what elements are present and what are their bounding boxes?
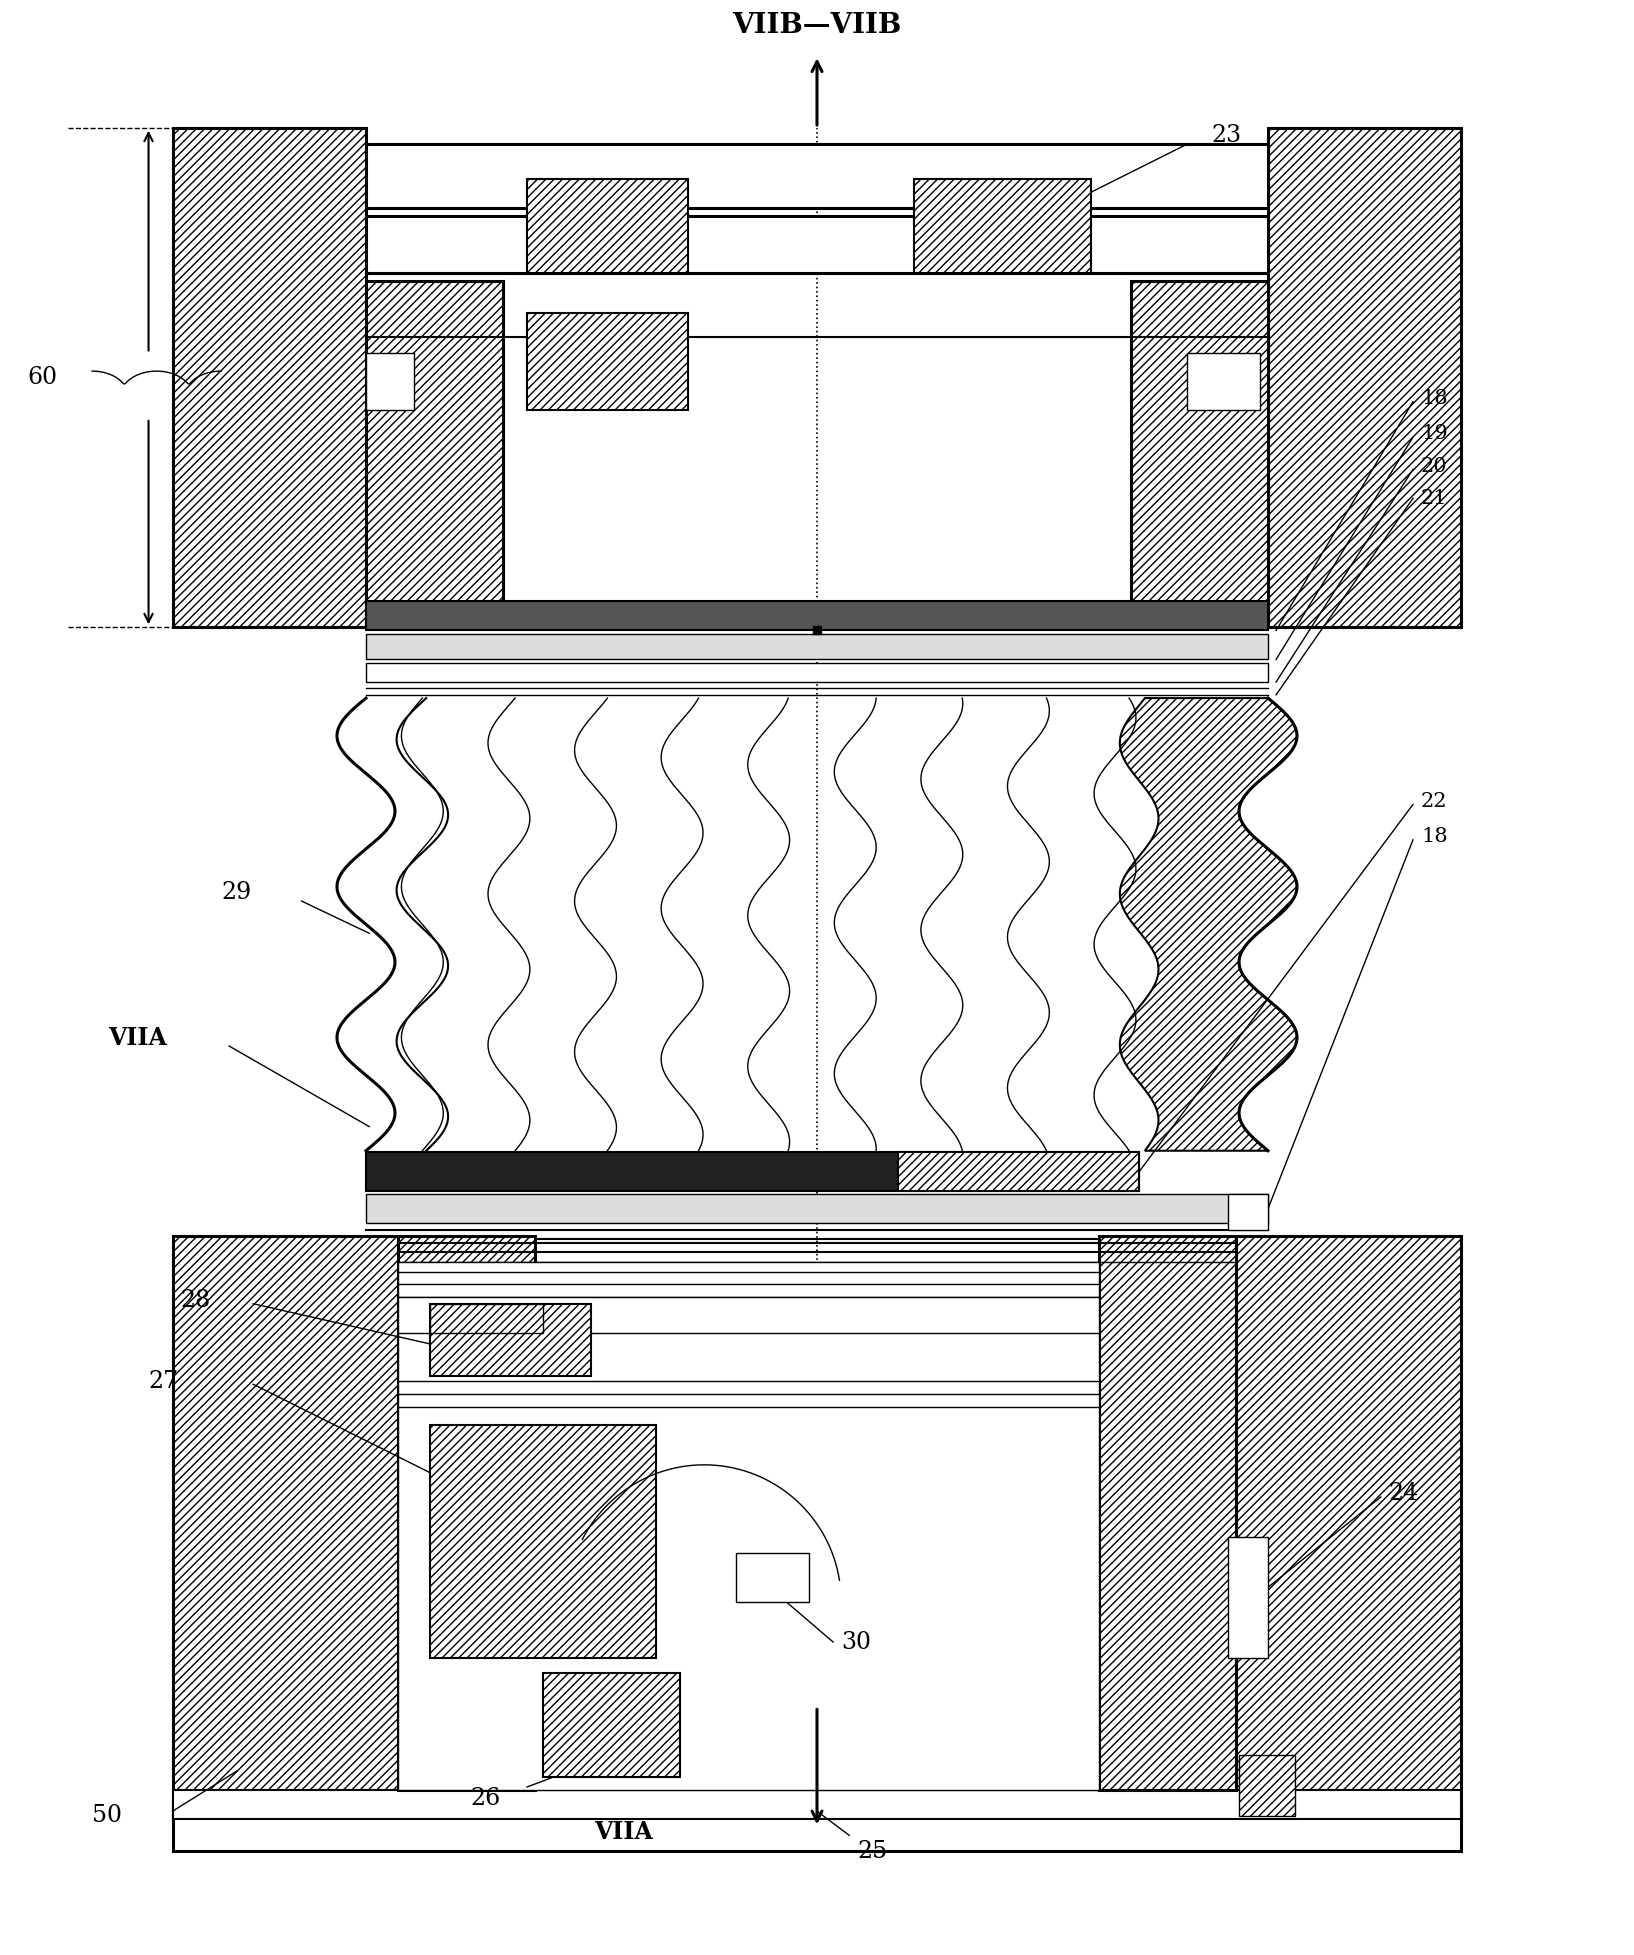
Text: 26: 26	[471, 1787, 502, 1810]
Bar	[542, 1673, 680, 1777]
Bar	[1131, 282, 1268, 628]
Text: 22: 22	[1422, 792, 1448, 811]
Text: 60: 60	[28, 366, 57, 389]
Bar	[173, 1806, 1461, 1851]
Text: 18: 18	[1422, 827, 1448, 847]
Text: 20: 20	[1422, 457, 1448, 475]
Text: 28: 28	[181, 1288, 211, 1312]
Bar	[737, 1554, 809, 1601]
Bar	[173, 1791, 1461, 1820]
Bar	[1239, 1756, 1296, 1816]
Bar	[1227, 1195, 1268, 1230]
Bar	[366, 633, 1268, 659]
Text: 25: 25	[858, 1840, 887, 1863]
Bar	[528, 313, 688, 411]
Bar	[1227, 1537, 1268, 1658]
Text: 29: 29	[221, 882, 252, 905]
Text: 24: 24	[1389, 1482, 1418, 1505]
Text: 18: 18	[1422, 389, 1448, 409]
Bar	[173, 1236, 399, 1820]
Bar	[1268, 127, 1461, 628]
Text: VIIA: VIIA	[108, 1026, 167, 1050]
Bar	[399, 1261, 1100, 1791]
Bar	[173, 127, 366, 628]
Text: 30: 30	[842, 1630, 871, 1654]
Bar	[366, 217, 1268, 274]
Bar	[1100, 1236, 1235, 1791]
Bar	[430, 1425, 655, 1658]
Bar	[1188, 354, 1260, 411]
Polygon shape	[1119, 698, 1297, 1151]
Bar	[1235, 1236, 1461, 1820]
Bar	[528, 180, 688, 274]
Text: VIIB—VIIB: VIIB—VIIB	[732, 12, 902, 39]
Text: 23: 23	[1212, 125, 1242, 147]
Bar	[913, 180, 1092, 274]
Bar	[399, 1298, 1100, 1333]
Bar	[430, 1304, 592, 1376]
Bar	[399, 1236, 534, 1791]
Text: VIIA: VIIA	[595, 1820, 654, 1844]
Bar	[366, 663, 1268, 682]
Bar	[366, 145, 1268, 209]
Bar	[366, 282, 503, 628]
Bar	[366, 1151, 1139, 1191]
Bar	[430, 1304, 542, 1333]
Bar	[366, 602, 1268, 630]
Bar	[897, 1151, 1139, 1191]
Bar	[366, 354, 415, 411]
Bar	[366, 1195, 1268, 1224]
Text: 19: 19	[1422, 424, 1448, 444]
Text: 21: 21	[1422, 489, 1448, 508]
Text: 50: 50	[92, 1804, 123, 1828]
Text: 27: 27	[149, 1370, 178, 1392]
